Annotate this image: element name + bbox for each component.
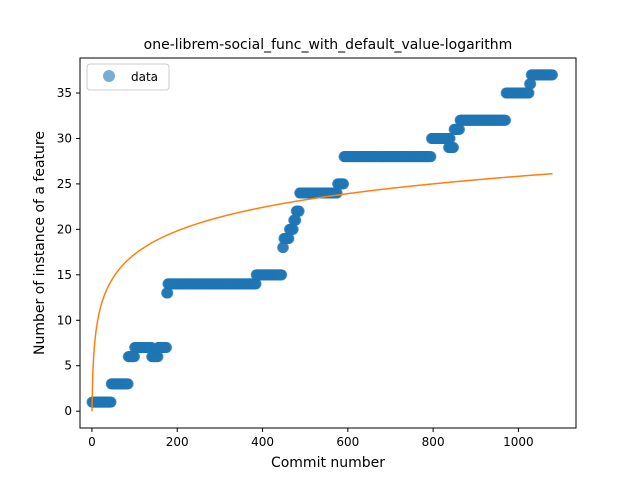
- data-point: [152, 351, 164, 363]
- fit-line: [91, 172, 553, 412]
- data-point: [105, 396, 117, 408]
- y-tick-label: 25: [57, 177, 72, 191]
- data-point: [525, 78, 537, 90]
- x-tick-label: 800: [422, 435, 445, 449]
- x-axis-label: Commit number: [271, 455, 385, 471]
- y-tick-label: 0: [64, 404, 72, 418]
- x-tick-label: 0: [88, 435, 96, 449]
- y-axis-ticks: 0 5 10 15 20 25 30 35: [57, 86, 80, 418]
- x-axis-ticks: 0 200 400 600 800 1000: [88, 428, 534, 449]
- data-point: [338, 178, 350, 190]
- y-tick-label: 30: [57, 131, 72, 145]
- data-point: [283, 232, 295, 244]
- x-tick-label: 1000: [503, 435, 534, 449]
- data-point: [276, 269, 288, 281]
- data-point: [287, 223, 299, 235]
- data-point: [161, 342, 173, 354]
- data-point: [547, 69, 559, 81]
- data-point: [277, 242, 289, 254]
- y-tick-label: 15: [57, 268, 72, 282]
- chart-title: one-librem-social_func_with_default_valu…: [144, 37, 513, 53]
- y-axis-label: Number of instance of a feature: [32, 131, 48, 355]
- data-point: [523, 87, 535, 99]
- data-point: [129, 351, 141, 363]
- data-point: [250, 278, 262, 290]
- y-tick-label: 35: [57, 86, 72, 100]
- data-point: [448, 142, 460, 154]
- y-tick-label: 20: [57, 222, 72, 236]
- legend: data: [86, 63, 170, 91]
- x-tick-label: 200: [166, 435, 189, 449]
- data-point: [454, 123, 466, 135]
- y-tick-label: 5: [64, 359, 72, 373]
- plot-area: 0 200 400 600 800 1000 0 5 10 15 20 25 30 35: [57, 57, 577, 449]
- legend-marker-data: [103, 70, 115, 82]
- y-tick-label: 10: [57, 313, 72, 327]
- data-series: [86, 69, 559, 408]
- data-point: [122, 378, 134, 390]
- data-point: [444, 132, 456, 144]
- data-point: [293, 205, 305, 217]
- data-point: [162, 287, 174, 299]
- x-tick-label: 600: [336, 435, 359, 449]
- data-point: [500, 114, 512, 126]
- legend-label-data: data: [131, 70, 158, 84]
- data-point: [290, 214, 302, 226]
- x-tick-label: 400: [251, 435, 274, 449]
- axes-frame: [79, 57, 577, 429]
- data-point: [425, 151, 437, 163]
